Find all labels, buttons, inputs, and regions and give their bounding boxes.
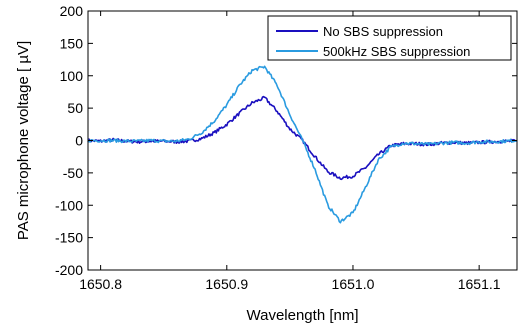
y-tick-label: 0 — [75, 133, 83, 149]
y-tick-label: 100 — [60, 68, 84, 84]
axis-ticks: -200 -150 -100 -50 0 50 100 150 200 1650.8 1650.9 1… — [55, 3, 517, 292]
y-axis-label: PAS microphone voltage [ µV] — [15, 41, 32, 240]
series-line-1 — [87, 65, 518, 224]
x-tick-label: 1650.9 — [205, 276, 248, 292]
y-tick-label: -150 — [55, 230, 83, 246]
y-tick-label: -50 — [63, 165, 83, 181]
y-tick-label: -200 — [55, 262, 83, 278]
legend: No SBS suppression 500kHz SBS suppressio… — [267, 15, 512, 61]
x-axis-label: Wavelength [nm] — [247, 307, 359, 324]
x-tick-label: 1651.0 — [332, 276, 375, 292]
legend-label-no-sbs: No SBS suppression — [323, 24, 443, 39]
legend-box — [267, 15, 512, 61]
plot-lines — [87, 65, 518, 224]
y-tick-label: 50 — [67, 100, 83, 116]
y-tick-label: -100 — [55, 197, 83, 213]
y-tick-label: 150 — [60, 35, 84, 51]
x-tick-label: 1651.1 — [458, 276, 501, 292]
legend-label-500khz-sbs: 500kHz SBS suppression — [323, 44, 470, 59]
x-tick-label: 1650.8 — [79, 276, 122, 292]
y-tick-label: 200 — [60, 3, 84, 19]
